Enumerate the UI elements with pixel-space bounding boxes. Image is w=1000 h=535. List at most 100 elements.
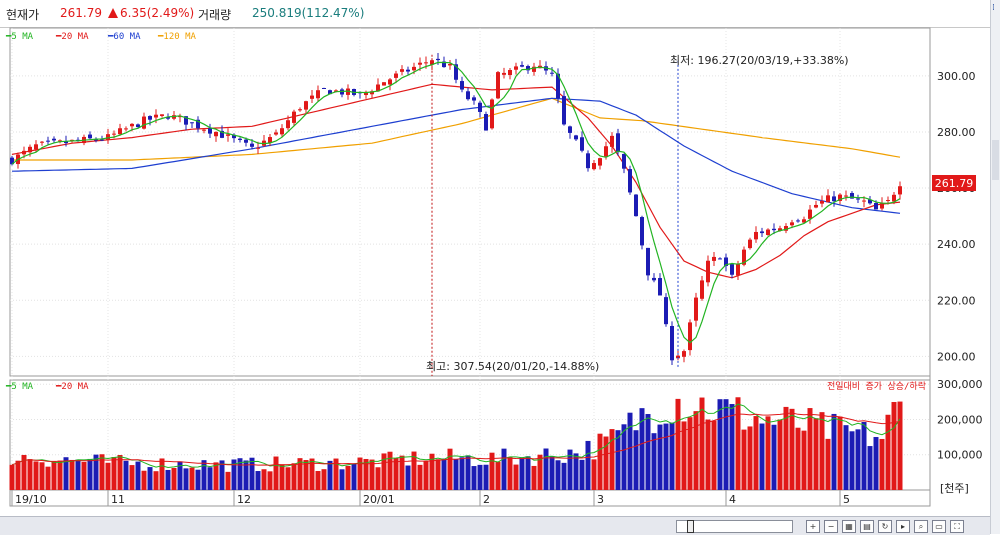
volume-bar [705,419,711,490]
volume-bar [717,399,723,490]
refresh-icon[interactable]: ↻ [878,520,892,533]
volume-bar [75,459,81,490]
candle [502,72,506,75]
volume-bar [195,469,201,490]
candle [10,157,14,165]
volume-bar [561,462,567,490]
volume-bar [225,471,231,490]
candle [508,70,512,76]
legend-60ma: ━60 MA [107,32,141,42]
low-annotation: 최저: 196.27(20/03/19,+33.38%) [670,54,849,67]
candle [466,91,470,100]
candle [886,200,890,202]
volume-bar [753,416,759,490]
volume-bar [273,456,279,490]
volume-bar [405,465,411,490]
volume-bar [87,458,93,490]
window-icon[interactable]: ▭ [932,520,946,533]
candle [838,194,842,201]
volume-bar [369,459,375,490]
candle [196,119,200,129]
volume-bar [843,425,849,490]
grip-icon[interactable]: ⁞ [992,3,995,13]
candle [436,58,440,61]
fullscreen-icon[interactable]: ⛶ [950,520,964,533]
volume-bar [417,464,423,490]
right-scrollbar[interactable]: ⁞ [990,0,1000,534]
volume-bar [759,423,765,490]
candle [274,132,278,135]
volume-bar [681,421,687,490]
volume-bar [459,457,465,490]
horizontal-scrollbar[interactable] [676,520,793,533]
volume-bar [183,468,189,490]
candle [220,130,224,138]
candle [640,217,644,246]
volume-bar [591,459,597,490]
volume-bar [693,411,699,490]
volume-bar [525,456,531,490]
candle [730,264,734,275]
volume-bar [429,453,435,490]
candle [874,203,878,210]
volume-bar [849,431,855,490]
search-icon[interactable]: ⌕ [914,520,928,533]
candle [652,277,656,281]
candle [718,258,722,260]
volume-bar [303,460,309,490]
candle [604,146,608,157]
candle [610,135,614,147]
candle [52,138,56,141]
volume-bar [399,455,405,490]
candle [160,114,164,116]
candle [238,138,242,140]
volume-bar [375,467,381,490]
candle [796,220,800,222]
candle [664,297,668,325]
volume-bar [153,471,159,490]
volume-bar [51,461,57,490]
volume-bar [651,433,657,490]
volume-bar [615,430,621,490]
scroll-thumb[interactable] [687,520,694,533]
grid-icon[interactable]: ▦ [842,520,856,533]
candle [568,126,572,133]
play-icon[interactable]: ▸ [896,520,910,533]
candle [868,199,872,204]
volume-bar [687,417,693,490]
zoom-in-icon[interactable]: + [806,520,820,533]
volume-bar [825,438,831,490]
volume-bar [321,469,327,490]
candle [118,128,122,135]
candle [256,147,260,149]
volume-bar [795,427,801,490]
candle [22,150,26,155]
candle [892,194,896,202]
volume-bar [81,461,87,490]
volume-bar [621,424,627,490]
volume-bar [21,454,27,490]
candle [472,97,476,101]
candle [412,66,416,71]
volume-unit-label: [천주] [940,481,969,495]
volume-bar [309,458,315,490]
chart-icon[interactable]: ▤ [860,520,874,533]
volume-bar [723,399,729,490]
price-change-value: 6.35(2.49%) [120,6,195,20]
candle [628,169,632,193]
volume-bar [801,430,807,490]
volume-bar [585,440,591,490]
volume-bar [747,426,753,490]
volume-bar [453,459,459,490]
candle [64,141,68,144]
volume-bar [171,467,177,490]
chart-canvas[interactable]: 300.00280.00260.00240.00220.00200.00300,… [0,0,990,516]
candle [406,69,410,72]
candle [58,140,62,142]
zoom-out-icon[interactable]: − [824,520,838,533]
volume-bar [339,469,345,490]
candle [778,228,782,231]
scrollbar-thumb[interactable] [992,140,999,180]
volume-tick-label: 300,000 [937,378,983,391]
volume-bar [627,412,633,490]
